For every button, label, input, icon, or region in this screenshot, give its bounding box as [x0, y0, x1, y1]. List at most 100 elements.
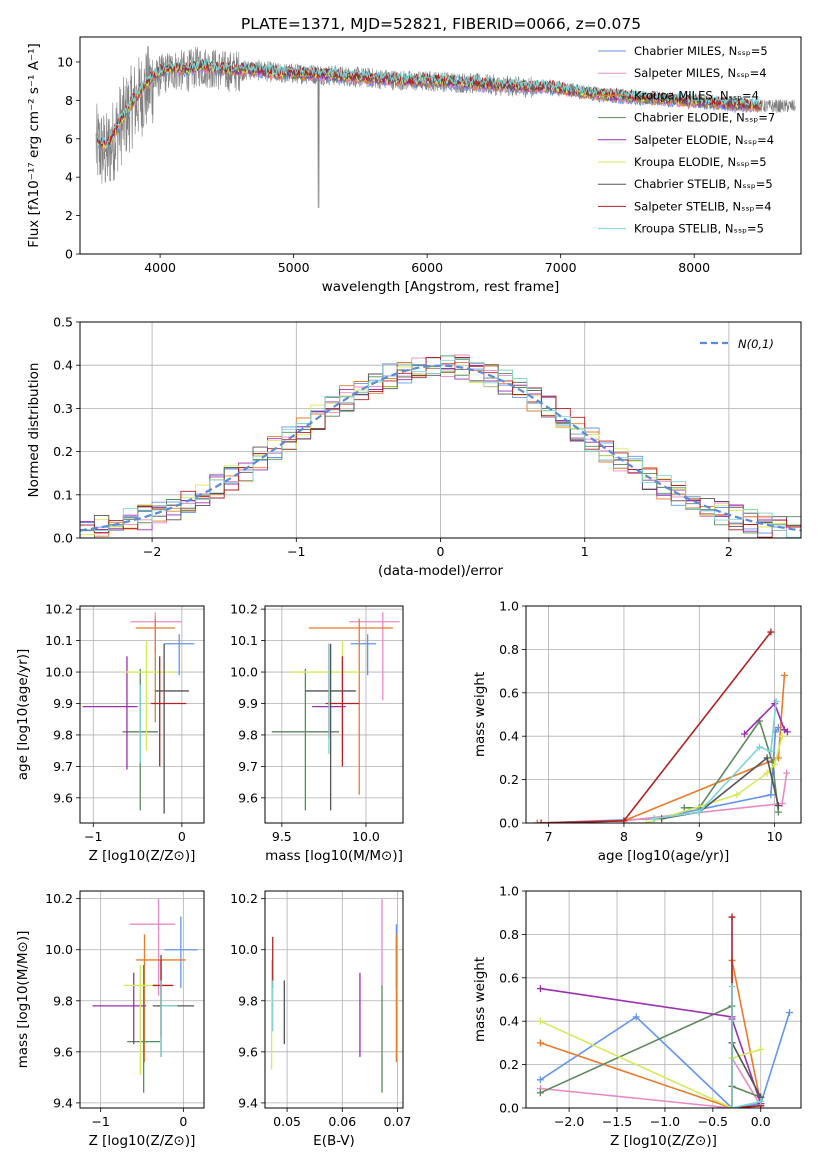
x-axis-label: Z [log10(Z/Z⊙)] — [610, 1133, 717, 1149]
weight-point-marker — [536, 1039, 544, 1047]
weight-point-marker — [767, 628, 775, 636]
y-tick-label: 0.0 — [499, 816, 519, 831]
legend-entry-label: Kroupa MILES, Nₛₛₚ=4 — [634, 88, 759, 102]
weight-series-line — [537, 675, 786, 823]
model-spectrum-line — [96, 58, 762, 147]
spectrum-lines — [95, 45, 796, 208]
y-tick-label: 9.9 — [238, 696, 258, 711]
y-tick-label: 10.2 — [45, 602, 73, 617]
weight-series-line — [684, 719, 780, 813]
weight-series-line — [540, 987, 762, 1104]
x-tick-label: −1 — [91, 1114, 109, 1129]
x-axis-label: mass [log10(M/M⊙)] — [265, 848, 403, 864]
weight-series-line — [731, 1042, 762, 1098]
weight-point-marker — [536, 1089, 544, 1097]
weight-point-marker — [778, 799, 786, 807]
spectrum-title: PLATE=1371, MJD=52821, FIBERID=0066, z=0… — [241, 15, 641, 33]
mass-vs-extinction-panel: 0.05 0.06 0.07 9.4 9.6 9.8 10.0 10.2 E(B-V) — [230, 890, 411, 1149]
x-tick-label: 8 — [620, 829, 628, 844]
weight-point-marker — [767, 791, 775, 799]
y-tick-label: 0.6 — [499, 685, 519, 700]
x-tick-label: 4000 — [144, 260, 176, 275]
weight-point-marker — [774, 802, 782, 810]
x-tick-label: 0 — [179, 1114, 187, 1129]
x-tick-label: −2 — [143, 544, 161, 559]
weight-lines — [536, 913, 794, 1108]
x-tick-label: 0.0 — [751, 1114, 771, 1129]
weight-point-marker — [767, 747, 775, 755]
y-tick-label: 10.2 — [230, 602, 258, 617]
legend-entry-label: Salpeter MILES, Nₛₛₚ=4 — [634, 66, 767, 80]
x-axis-label: wavelength [Angstrom, rest frame] — [322, 279, 560, 295]
weight-point-marker — [533, 819, 541, 823]
legend-entry-label: N(0,1) — [738, 337, 774, 351]
y-tick-label: 0.2 — [499, 772, 519, 787]
y-axis-label: Normed distribution — [26, 363, 42, 498]
weight-point-marker — [632, 1013, 640, 1021]
weight-point-marker — [650, 815, 658, 823]
y-tick-label: 0.6 — [499, 970, 519, 985]
x-tick-label: 0.05 — [273, 1114, 301, 1129]
x-tick-label: 0 — [178, 829, 186, 844]
x-axis-label: E(B-V) — [313, 1133, 355, 1149]
weight-series-line — [537, 727, 780, 823]
weight-series-line — [743, 702, 788, 735]
y-tick-label: 10.0 — [45, 942, 73, 957]
y-tick-label: 1.0 — [499, 884, 519, 899]
y-tick-label: 0 — [65, 247, 73, 262]
weight-point-marker — [733, 791, 741, 799]
y-tick-label: 10.2 — [45, 891, 73, 906]
y-tick-label: 0.0 — [499, 1101, 519, 1116]
weight-point-marker — [680, 804, 688, 812]
histogram-lines — [80, 354, 801, 538]
weight-point-marker — [783, 769, 791, 777]
gaussian-reference-line — [80, 364, 801, 532]
weight-series-line — [731, 917, 761, 1108]
y-tick-label: 6 — [65, 131, 73, 146]
y-tick-label: 0.4 — [499, 729, 519, 744]
legend-entry-label: Salpeter ELODIE, Nₛₛₚ=4 — [634, 133, 774, 147]
x-tick-label: −1 — [84, 829, 102, 844]
y-tick-label: 9.9 — [53, 696, 73, 711]
x-axis-label: Z [log10(Z/Z⊙)] — [89, 1133, 196, 1149]
x-tick-label: −1.5 — [602, 1114, 632, 1129]
weight-vs-metallicity-panel: −2.0 −1.5 −1.0 −0.5 0.0 0.0 0.2 0.4 0.6 0.8 1.0 Z [… — [472, 884, 802, 1149]
x-tick-label: 10 — [767, 829, 783, 844]
errorbar-group — [270, 898, 398, 1093]
residual-histogram-panel: −2 −1 0 1 2 0.0 0.1 0.2 0.3 0.4 0.5 (data-model)/er… — [26, 315, 802, 579]
x-tick-label: 6000 — [411, 260, 443, 275]
weight-point-marker — [740, 730, 748, 738]
weight-point-marker — [757, 1097, 765, 1105]
x-tick-label: −2.0 — [554, 1114, 584, 1129]
y-axis-label: mass weight — [472, 672, 488, 757]
weight-point-marker — [757, 1045, 765, 1053]
x-axis-label: Z [log10(Z/Z⊙)] — [89, 848, 196, 864]
y-tick-label: 0.2 — [499, 1057, 519, 1072]
weight-point-marker — [786, 1009, 794, 1017]
y-tick-label: 0.4 — [499, 1014, 519, 1029]
legend-entry-label: Kroupa STELIB, Nₛₛₚ=5 — [634, 222, 764, 236]
y-tick-label: 9.8 — [53, 993, 73, 1008]
y-tick-label: 9.8 — [238, 727, 258, 742]
x-tick-label: 7000 — [545, 260, 577, 275]
weight-point-marker — [774, 808, 782, 816]
y-tick-label: 0.1 — [53, 487, 73, 502]
x-tick-label: 9 — [695, 829, 703, 844]
y-tick-label: 9.8 — [53, 727, 73, 742]
y-tick-label: 9.7 — [53, 759, 73, 774]
y-tick-label: 9.4 — [53, 1095, 73, 1110]
y-tick-label: 0.8 — [499, 927, 519, 942]
weight-point-marker — [620, 817, 628, 823]
weight-point-marker — [763, 754, 771, 762]
y-tick-label: 9.6 — [53, 1044, 73, 1059]
x-tick-label: −1.0 — [650, 1114, 680, 1129]
y-tick-label: 10.1 — [45, 633, 73, 648]
x-axis-label: (data-model)/error — [378, 563, 504, 579]
legend-entry-label: Chabrier MILES, Nₛₛₚ=5 — [634, 44, 768, 58]
weight-point-marker — [756, 743, 764, 751]
age-vs-mass-panel: 9.5 10.0 9.6 9.7 9.8 9.9 10.0 10.1 10.2 mass [log… — [230, 602, 404, 864]
x-tick-label: −1 — [287, 544, 305, 559]
y-tick-label: 0.0 — [53, 531, 73, 546]
y-tick-label: 4 — [65, 170, 73, 185]
x-axis-label: age [log10(age/yr)] — [598, 848, 730, 864]
